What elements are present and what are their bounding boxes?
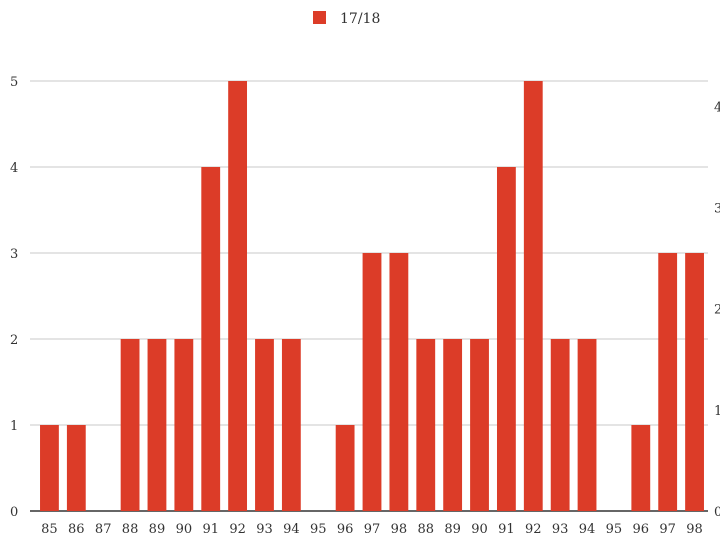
bar[interactable] <box>174 339 194 511</box>
bar[interactable] <box>228 81 248 511</box>
bar[interactable] <box>443 339 463 511</box>
x-tick-label: 91 <box>498 522 515 537</box>
bar[interactable] <box>335 425 355 511</box>
bar[interactable] <box>577 339 597 511</box>
y-tick-label-left: 5 <box>10 75 18 90</box>
x-tick-label: 85 <box>41 522 58 537</box>
x-tick-label: 95 <box>606 522 623 537</box>
bars <box>40 81 704 511</box>
x-tick-label: 93 <box>552 522 569 537</box>
y-tick-label-left: 2 <box>10 333 18 348</box>
y-axis-left: 0 1 2 3 4 5 <box>10 75 18 520</box>
x-tick-label: 90 <box>471 522 488 537</box>
bar[interactable] <box>40 425 59 511</box>
bar[interactable] <box>362 253 382 511</box>
y-tick-label-right: 0 <box>714 505 720 520</box>
x-tick-label: 90 <box>176 522 193 537</box>
x-tick-label: 88 <box>417 522 434 537</box>
x-tick-label: 92 <box>525 522 542 537</box>
bar[interactable] <box>120 339 140 511</box>
legend[interactable]: 17/18 <box>313 11 380 27</box>
x-tick-label: 89 <box>444 522 461 537</box>
bar[interactable] <box>685 253 704 511</box>
bar[interactable] <box>416 339 436 511</box>
bar[interactable] <box>523 81 543 511</box>
x-tick-label: 96 <box>337 522 354 537</box>
y-tick-label-left: 1 <box>10 419 18 434</box>
legend-label: 17/18 <box>340 11 380 27</box>
bar[interactable] <box>201 167 221 511</box>
x-tick-label: 88 <box>122 522 139 537</box>
y-axis-right: 0 1 2 3 4 <box>714 100 720 520</box>
bar[interactable] <box>66 425 86 511</box>
y-tick-label-right: 1 <box>714 404 720 419</box>
x-tick-label: 94 <box>283 522 300 537</box>
bar[interactable] <box>470 339 489 511</box>
y-tick-label-right: 2 <box>714 303 720 318</box>
x-tick-label: 87 <box>95 522 112 537</box>
bar[interactable] <box>550 339 570 511</box>
bar[interactable] <box>255 339 274 511</box>
bar[interactable] <box>658 253 678 511</box>
y-tick-label-right: 3 <box>714 201 720 216</box>
y-tick-label-left: 3 <box>10 247 18 262</box>
y-tick-label-left: 0 <box>10 505 18 520</box>
x-tick-label: 97 <box>364 522 381 537</box>
x-tick-label: 91 <box>202 522 219 537</box>
bar[interactable] <box>496 167 516 511</box>
x-tick-label: 92 <box>229 522 246 537</box>
bar[interactable] <box>281 339 301 511</box>
y-tick-label-left: 4 <box>10 161 18 176</box>
x-tick-label: 97 <box>659 522 676 537</box>
x-tick-label: 93 <box>256 522 273 537</box>
x-tick-label: 95 <box>310 522 327 537</box>
legend-swatch <box>313 11 326 24</box>
x-tick-label: 89 <box>149 522 166 537</box>
x-tick-label: 96 <box>633 522 650 537</box>
x-tick-label: 98 <box>391 522 408 537</box>
x-tick-label: 98 <box>686 522 703 537</box>
x-tick-label: 94 <box>579 522 596 537</box>
y-tick-label-right: 4 <box>714 100 720 115</box>
x-axis: 85 86 87 88 89 90 91 92 93 94 95 96 97 98 88 89 90 91 92 93… <box>41 522 703 537</box>
bar[interactable] <box>389 253 409 511</box>
x-tick-label: 86 <box>68 522 85 537</box>
bar[interactable] <box>147 339 167 511</box>
bar[interactable] <box>631 425 651 511</box>
